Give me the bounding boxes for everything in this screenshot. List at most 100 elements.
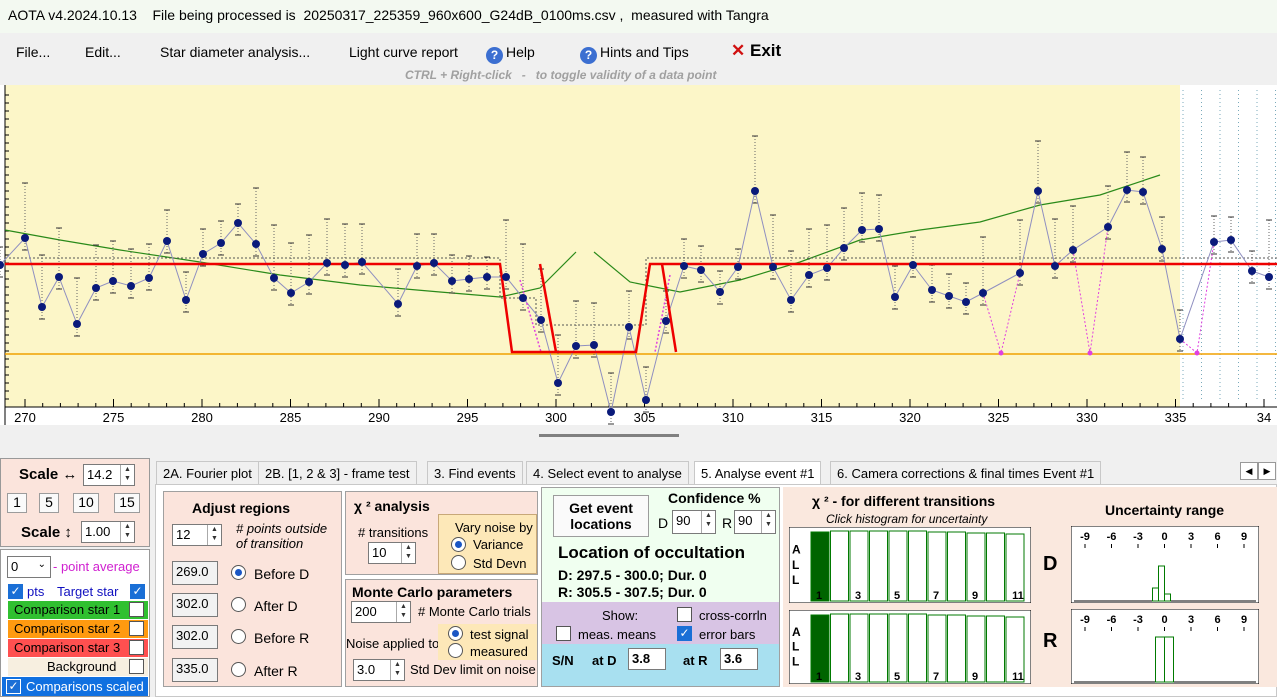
tab-find-events[interactable]: 3. Find events bbox=[427, 461, 523, 485]
light-curve-menu[interactable]: Light curve report bbox=[349, 44, 458, 60]
light-curve-plot[interactable]: 270 275 280 285 290 295 300 305 310 315 320 325 330 3… bbox=[0, 85, 1277, 425]
spinner-icon[interactable]: ▲ ▼ bbox=[396, 602, 410, 622]
x-tick-label: 295 bbox=[457, 410, 479, 425]
tab-camera-corrections[interactable]: 6. Camera corrections & final times Even… bbox=[830, 461, 1102, 485]
preset-5-button[interactable]: 5 bbox=[39, 493, 59, 513]
spinner-icon[interactable]: ▲ ▼ bbox=[390, 660, 404, 680]
x-tick-label: 305 bbox=[634, 410, 656, 425]
mc-trials-label: # Monte Carlo trials bbox=[418, 604, 531, 619]
tab-scroll-right[interactable]: ▶ bbox=[1258, 462, 1276, 480]
chi-bar bbox=[947, 531, 966, 602]
d-location: D: 297.5 - 300.0; Dur. 0 bbox=[558, 567, 707, 583]
before-d-radio[interactable] bbox=[231, 565, 246, 580]
data-point bbox=[163, 237, 171, 245]
meas-means-checkbox[interactable] bbox=[556, 626, 571, 641]
excluded-line bbox=[519, 279, 542, 353]
scale-v-input[interactable]: 1.00 ▲ ▼ bbox=[81, 521, 135, 543]
comp1-checkbox[interactable] bbox=[129, 602, 144, 617]
target-checkbox[interactable]: ✓ bbox=[130, 584, 145, 599]
point-average-select[interactable]: 0 ⌄ bbox=[7, 556, 51, 578]
measured-radio[interactable] bbox=[448, 643, 463, 658]
get-event-locations-button[interactable]: Get event locations bbox=[553, 495, 649, 537]
chi-bar-label: 5 bbox=[894, 671, 900, 683]
exit-menu[interactable]: ✕ Exit bbox=[731, 41, 781, 61]
spinner-icon[interactable]: ▲ ▼ bbox=[701, 511, 715, 533]
chi-analysis-title: χ ² analysis bbox=[354, 498, 430, 514]
plot-canvas[interactable]: 270 275 280 285 290 295 300 305 310 315 320 325 330 3… bbox=[0, 85, 1277, 425]
spinner-icon[interactable]: ▲ ▼ bbox=[401, 543, 415, 563]
transitions-input[interactable]: 10 ▲ ▼ bbox=[368, 542, 416, 564]
after-r-radio[interactable] bbox=[231, 662, 246, 677]
data-point bbox=[199, 250, 207, 258]
variance-radio[interactable] bbox=[451, 537, 466, 552]
star-diameter-menu[interactable]: Star diameter analysis... bbox=[160, 44, 311, 60]
after-d-value[interactable]: 302.0 bbox=[172, 593, 218, 617]
before-r-value[interactable]: 302.0 bbox=[172, 625, 218, 649]
uncertainty-histogram-r[interactable]: -9 -6 -3 0 3 6 9 bbox=[1071, 609, 1259, 684]
points-outside-value: 12 bbox=[176, 527, 191, 542]
uncert-bar bbox=[1152, 587, 1159, 602]
spinner-icon[interactable]: ▲ ▼ bbox=[761, 511, 775, 533]
preset-15-button[interactable]: 15 bbox=[114, 493, 140, 513]
preset-10-button[interactable]: 10 bbox=[73, 493, 99, 513]
std-limit-input[interactable]: 3.0 ▲ ▼ bbox=[353, 659, 405, 681]
scale-panel: Scale ↔ 14.2 ▲ ▼ 1 5 10 15 Scale ↕ 1.00 ▲ ▼ bbox=[0, 458, 150, 547]
spinner-icon[interactable]: ▲ ▼ bbox=[120, 465, 134, 485]
comp-scaled-checkbox[interactable]: ✓ bbox=[6, 679, 21, 694]
spinner-icon[interactable]: ▲ ▼ bbox=[120, 522, 134, 542]
spinner-icon[interactable]: ▲ ▼ bbox=[207, 525, 221, 545]
confidence-r-input[interactable]: 90 ▲ ▼ bbox=[734, 510, 776, 534]
uncert-tick-label: -3 bbox=[1133, 531, 1143, 543]
x-tick-label: 330 bbox=[1076, 410, 1098, 425]
data-point bbox=[234, 219, 242, 227]
confidence-d-input[interactable]: 90 ▲ ▼ bbox=[672, 510, 716, 534]
tab-fourier[interactable]: 2A. Fourier plot bbox=[156, 461, 259, 485]
comp3-checkbox[interactable] bbox=[129, 640, 144, 655]
after-d-radio[interactable] bbox=[231, 597, 246, 612]
before-d-value[interactable]: 269.0 bbox=[172, 561, 218, 585]
axis-strip bbox=[0, 407, 1277, 425]
scale-h-input[interactable]: 14.2 ▲ ▼ bbox=[83, 464, 135, 486]
help-menu[interactable]: ? Help bbox=[486, 44, 535, 64]
after-r-value[interactable]: 335.0 bbox=[172, 658, 218, 682]
data-point bbox=[287, 289, 295, 297]
data-point bbox=[734, 263, 742, 271]
cross-corrln-checkbox[interactable] bbox=[677, 607, 692, 622]
test-signal-radio[interactable] bbox=[448, 626, 463, 641]
scale-v-label: Scale ↕ bbox=[21, 524, 72, 541]
uncertainty-histogram-d[interactable]: -9 -6 -3 0 3 6 9 bbox=[1071, 526, 1259, 603]
data-point bbox=[341, 261, 349, 269]
comp2-checkbox[interactable] bbox=[129, 621, 144, 636]
excluded-line bbox=[982, 272, 1021, 355]
data-point bbox=[537, 316, 545, 324]
std-devn-radio[interactable] bbox=[451, 555, 466, 570]
edit-menu[interactable]: Edit... bbox=[85, 44, 121, 60]
data-point bbox=[1210, 238, 1218, 246]
preset-1-button[interactable]: 1 bbox=[7, 493, 27, 513]
all-label: L bbox=[792, 655, 799, 669]
data-point bbox=[840, 244, 848, 252]
before-r-radio[interactable] bbox=[231, 629, 246, 644]
error-bars-label: error bars bbox=[699, 627, 756, 642]
mc-trials-input[interactable]: 200 ▲ ▼ bbox=[351, 601, 411, 623]
x-tick-label: 285 bbox=[280, 410, 302, 425]
chi-bar bbox=[1005, 533, 1025, 602]
chi-bar bbox=[986, 532, 1005, 602]
tab-analyse-event[interactable]: 5. Analyse event #1 bbox=[694, 461, 822, 485]
tab-select-event[interactable]: 4. Select event to analyse bbox=[526, 461, 689, 485]
background-label: Background bbox=[47, 659, 117, 674]
background-checkbox[interactable] bbox=[129, 659, 144, 674]
file-menu[interactable]: File... bbox=[16, 44, 51, 60]
tab-scroll-left[interactable]: ◀ bbox=[1240, 462, 1258, 480]
points-outside-input[interactable]: 12 ▲ ▼ bbox=[172, 524, 222, 546]
error-bars-checkbox[interactable]: ✓ bbox=[677, 626, 692, 641]
tab-frame-test[interactable]: 2B. [1, 2 & 3] - frame test bbox=[258, 461, 417, 485]
chi-bar bbox=[927, 614, 947, 683]
excluded-line bbox=[654, 274, 671, 353]
pts-checkbox[interactable]: ✓ bbox=[8, 584, 23, 599]
uncert-tick-label: 6 bbox=[1214, 531, 1220, 543]
hints-menu[interactable]: ? Hints and Tips bbox=[580, 44, 689, 64]
splitter-handle[interactable] bbox=[539, 434, 679, 437]
